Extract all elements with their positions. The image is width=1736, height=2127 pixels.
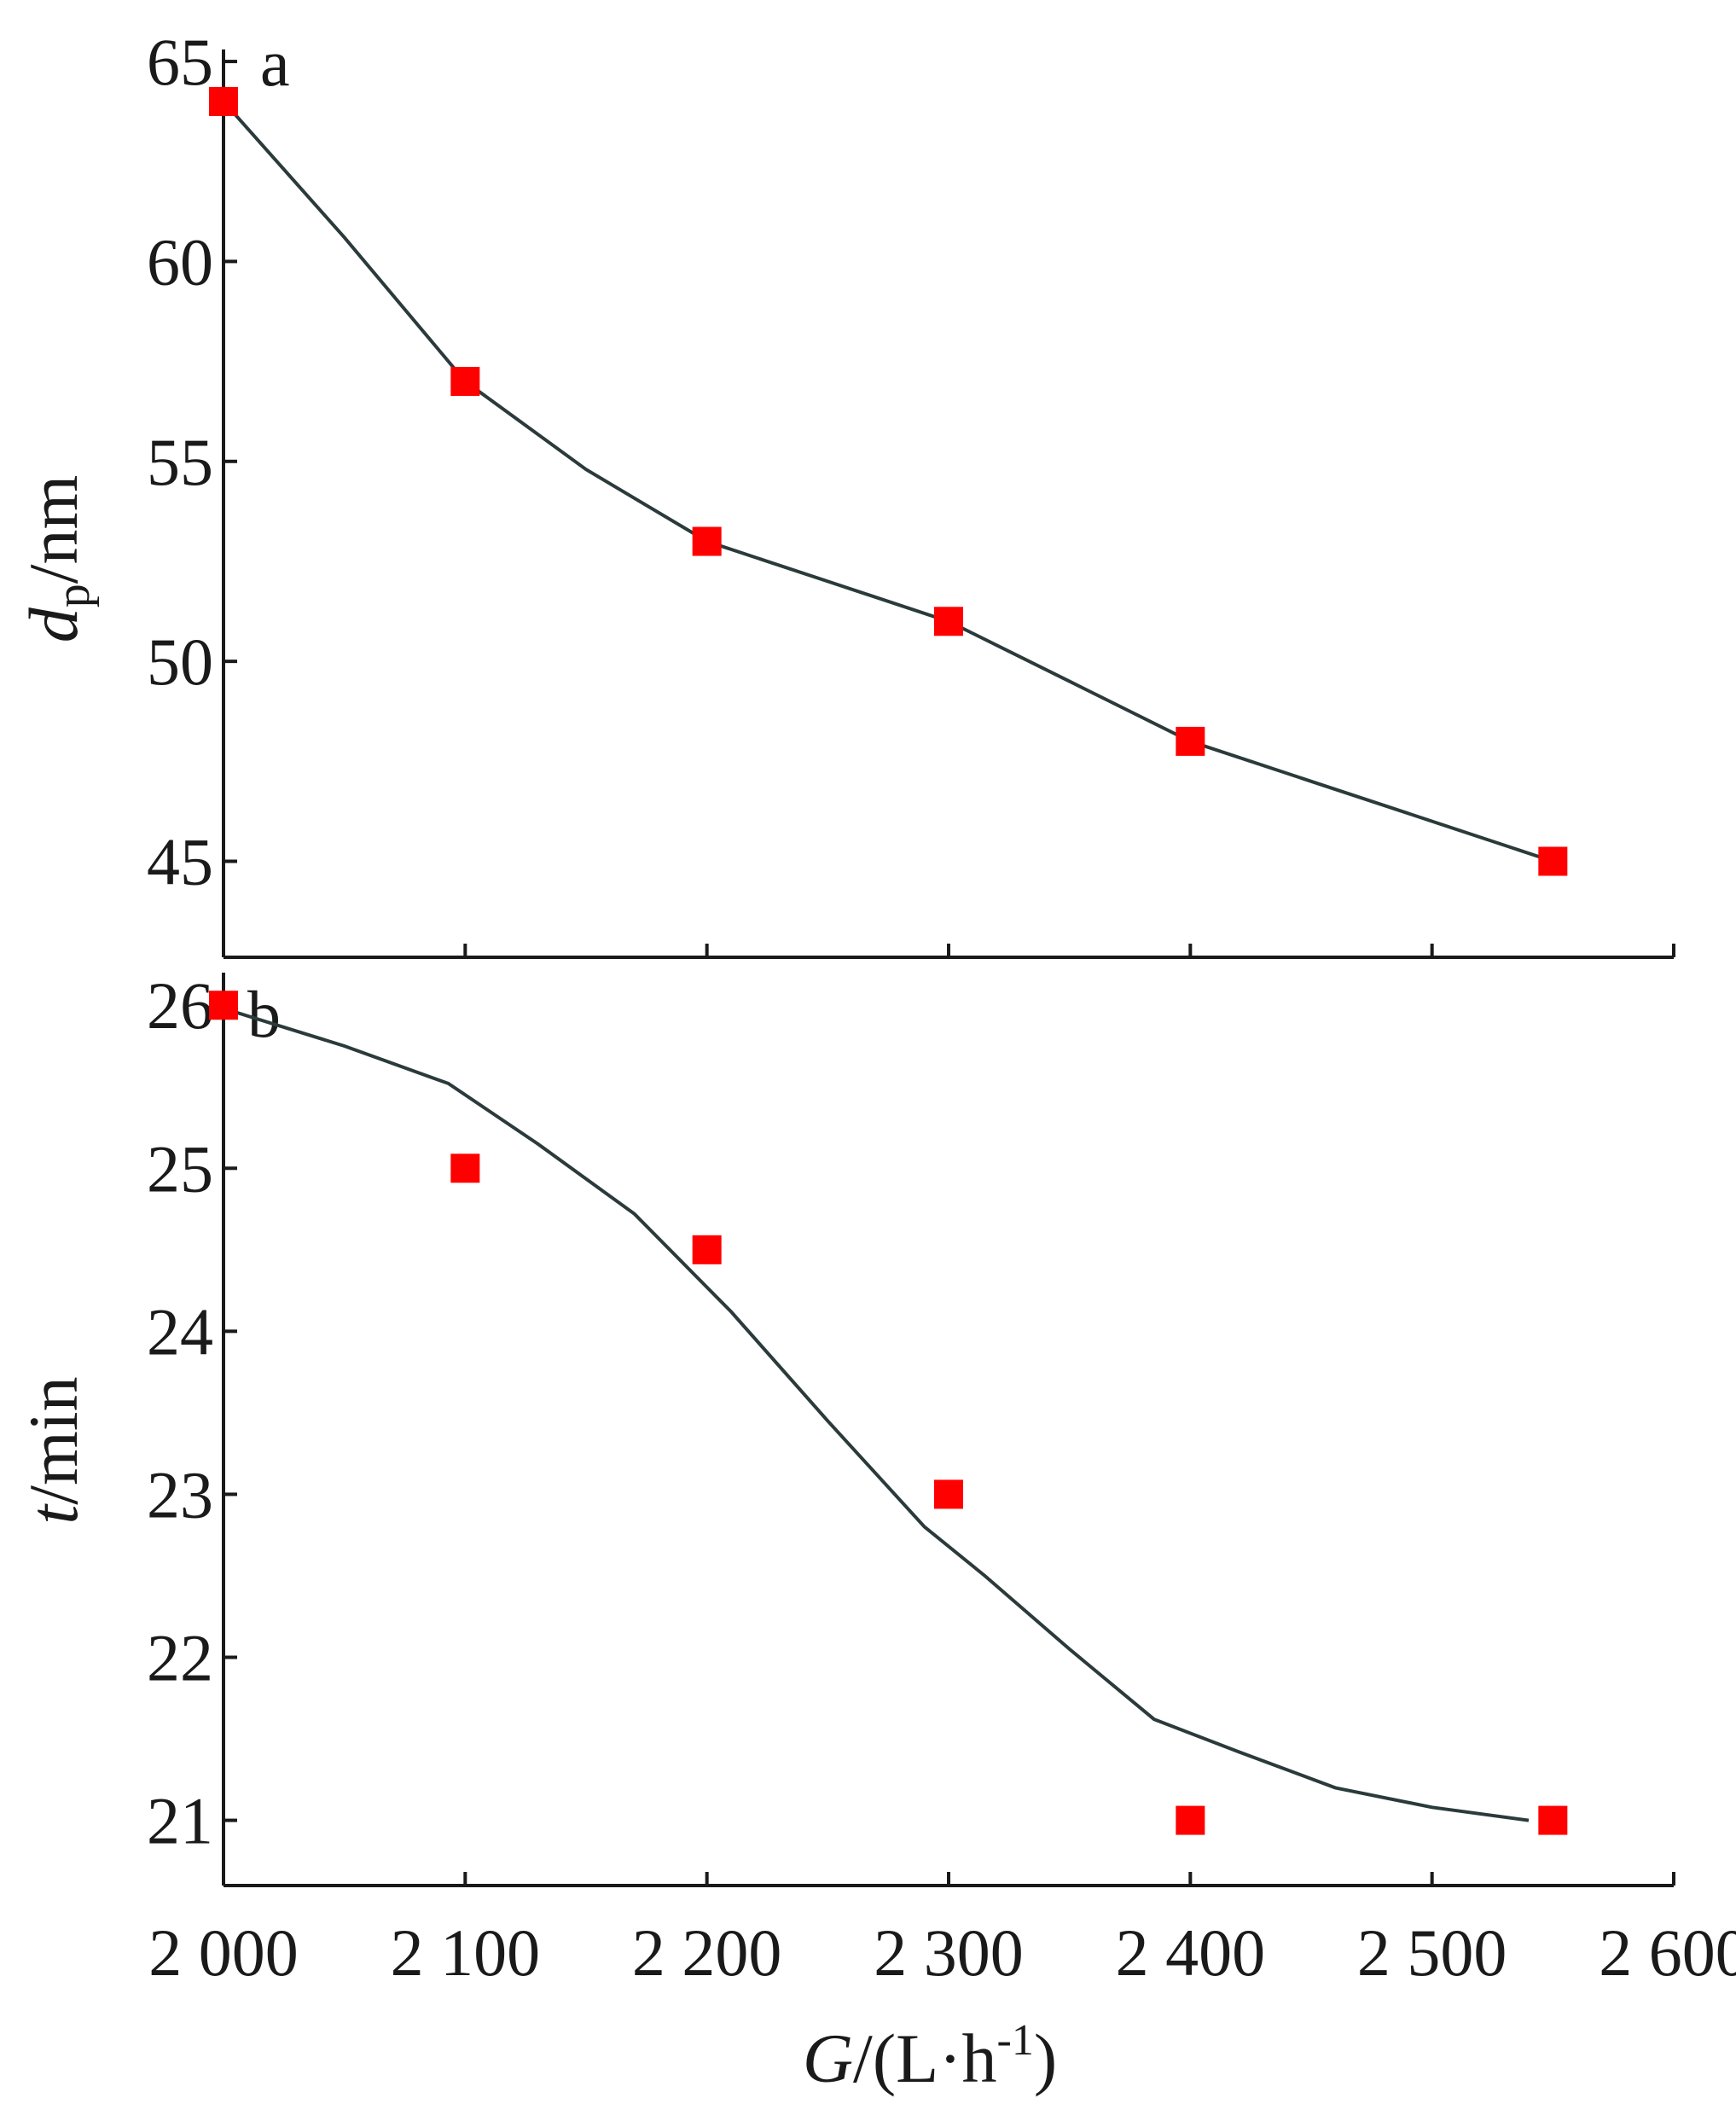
x-tick-label-2600: 2 600 [1599, 1915, 1736, 1990]
b-y-tick-label-26: 26 [147, 968, 213, 1043]
x-tick-label-2400: 2 400 [1116, 1915, 1266, 1990]
panel-b-markers [209, 991, 1568, 1835]
panel-b-x-ticks: 2 000 2 100 2 200 2 300 2 400 2 500 2 600 [148, 1872, 1736, 1990]
b-marker-4 [1176, 1805, 1205, 1835]
x-tick-label-2500: 2 500 [1357, 1915, 1507, 1990]
b-y-tick-label-22: 22 [147, 1621, 213, 1695]
x-axis-title: G/(L·h-1) [803, 2016, 1057, 2097]
a-y-tick-label-55: 55 [147, 425, 213, 499]
a-y-tick-label-60: 60 [147, 224, 213, 299]
b-marker-5 [1538, 1805, 1568, 1835]
b-marker-3 [934, 1479, 963, 1509]
panel-a-axes [222, 49, 1674, 959]
panel-a-markers [209, 86, 1568, 876]
x-tick-label-2200: 2 200 [632, 1915, 782, 1990]
a-y-tick-label-65: 65 [147, 25, 213, 99]
a-marker-1 [450, 367, 480, 397]
panel-b-y-ticks: 21 22 23 24 25 26 [147, 968, 237, 1858]
a-marker-3 [934, 607, 963, 636]
b-marker-0 [209, 991, 238, 1020]
b-y-tick-label-21: 21 [147, 1784, 213, 1858]
panel-b-y-axis-title: t/min [15, 1376, 92, 1524]
panel-b-label: b [247, 977, 281, 1051]
panel-a-x-ticks [222, 944, 1675, 957]
x-tick-label-2300: 2 300 [874, 1915, 1024, 1990]
a-y-tick-label-50: 50 [147, 625, 213, 699]
panel-a-y-ticks: 45 50 55 60 65 [147, 25, 237, 899]
panel-a-fit-line [222, 100, 1553, 863]
a-y-tick-label-45: 45 [147, 825, 213, 899]
panel-a-y-axis-title: dp/nm [15, 475, 100, 643]
panel-b-fit-line [223, 1007, 1530, 1822]
a-marker-5 [1538, 846, 1568, 876]
a-marker-0 [209, 86, 238, 116]
a-marker-2 [692, 526, 722, 556]
panel-b-axes [222, 973, 1674, 1887]
x-tick-label-2000: 2 000 [148, 1915, 299, 1990]
b-marker-2 [692, 1235, 722, 1264]
panel-a: a 45 50 55 60 65 dp/nm [15, 25, 1675, 959]
b-y-tick-label-24: 24 [147, 1294, 213, 1369]
b-y-tick-label-23: 23 [147, 1457, 213, 1531]
b-marker-1 [450, 1154, 480, 1183]
b-y-tick-label-25: 25 [147, 1131, 213, 1206]
a-marker-4 [1176, 726, 1205, 756]
panel-a-label: a [260, 26, 290, 100]
x-tick-label-2100: 2 100 [391, 1915, 541, 1990]
panel-b: b 21 22 23 24 25 26 2 000 2 100 2 200 2 300 2 400… [15, 968, 1736, 2097]
